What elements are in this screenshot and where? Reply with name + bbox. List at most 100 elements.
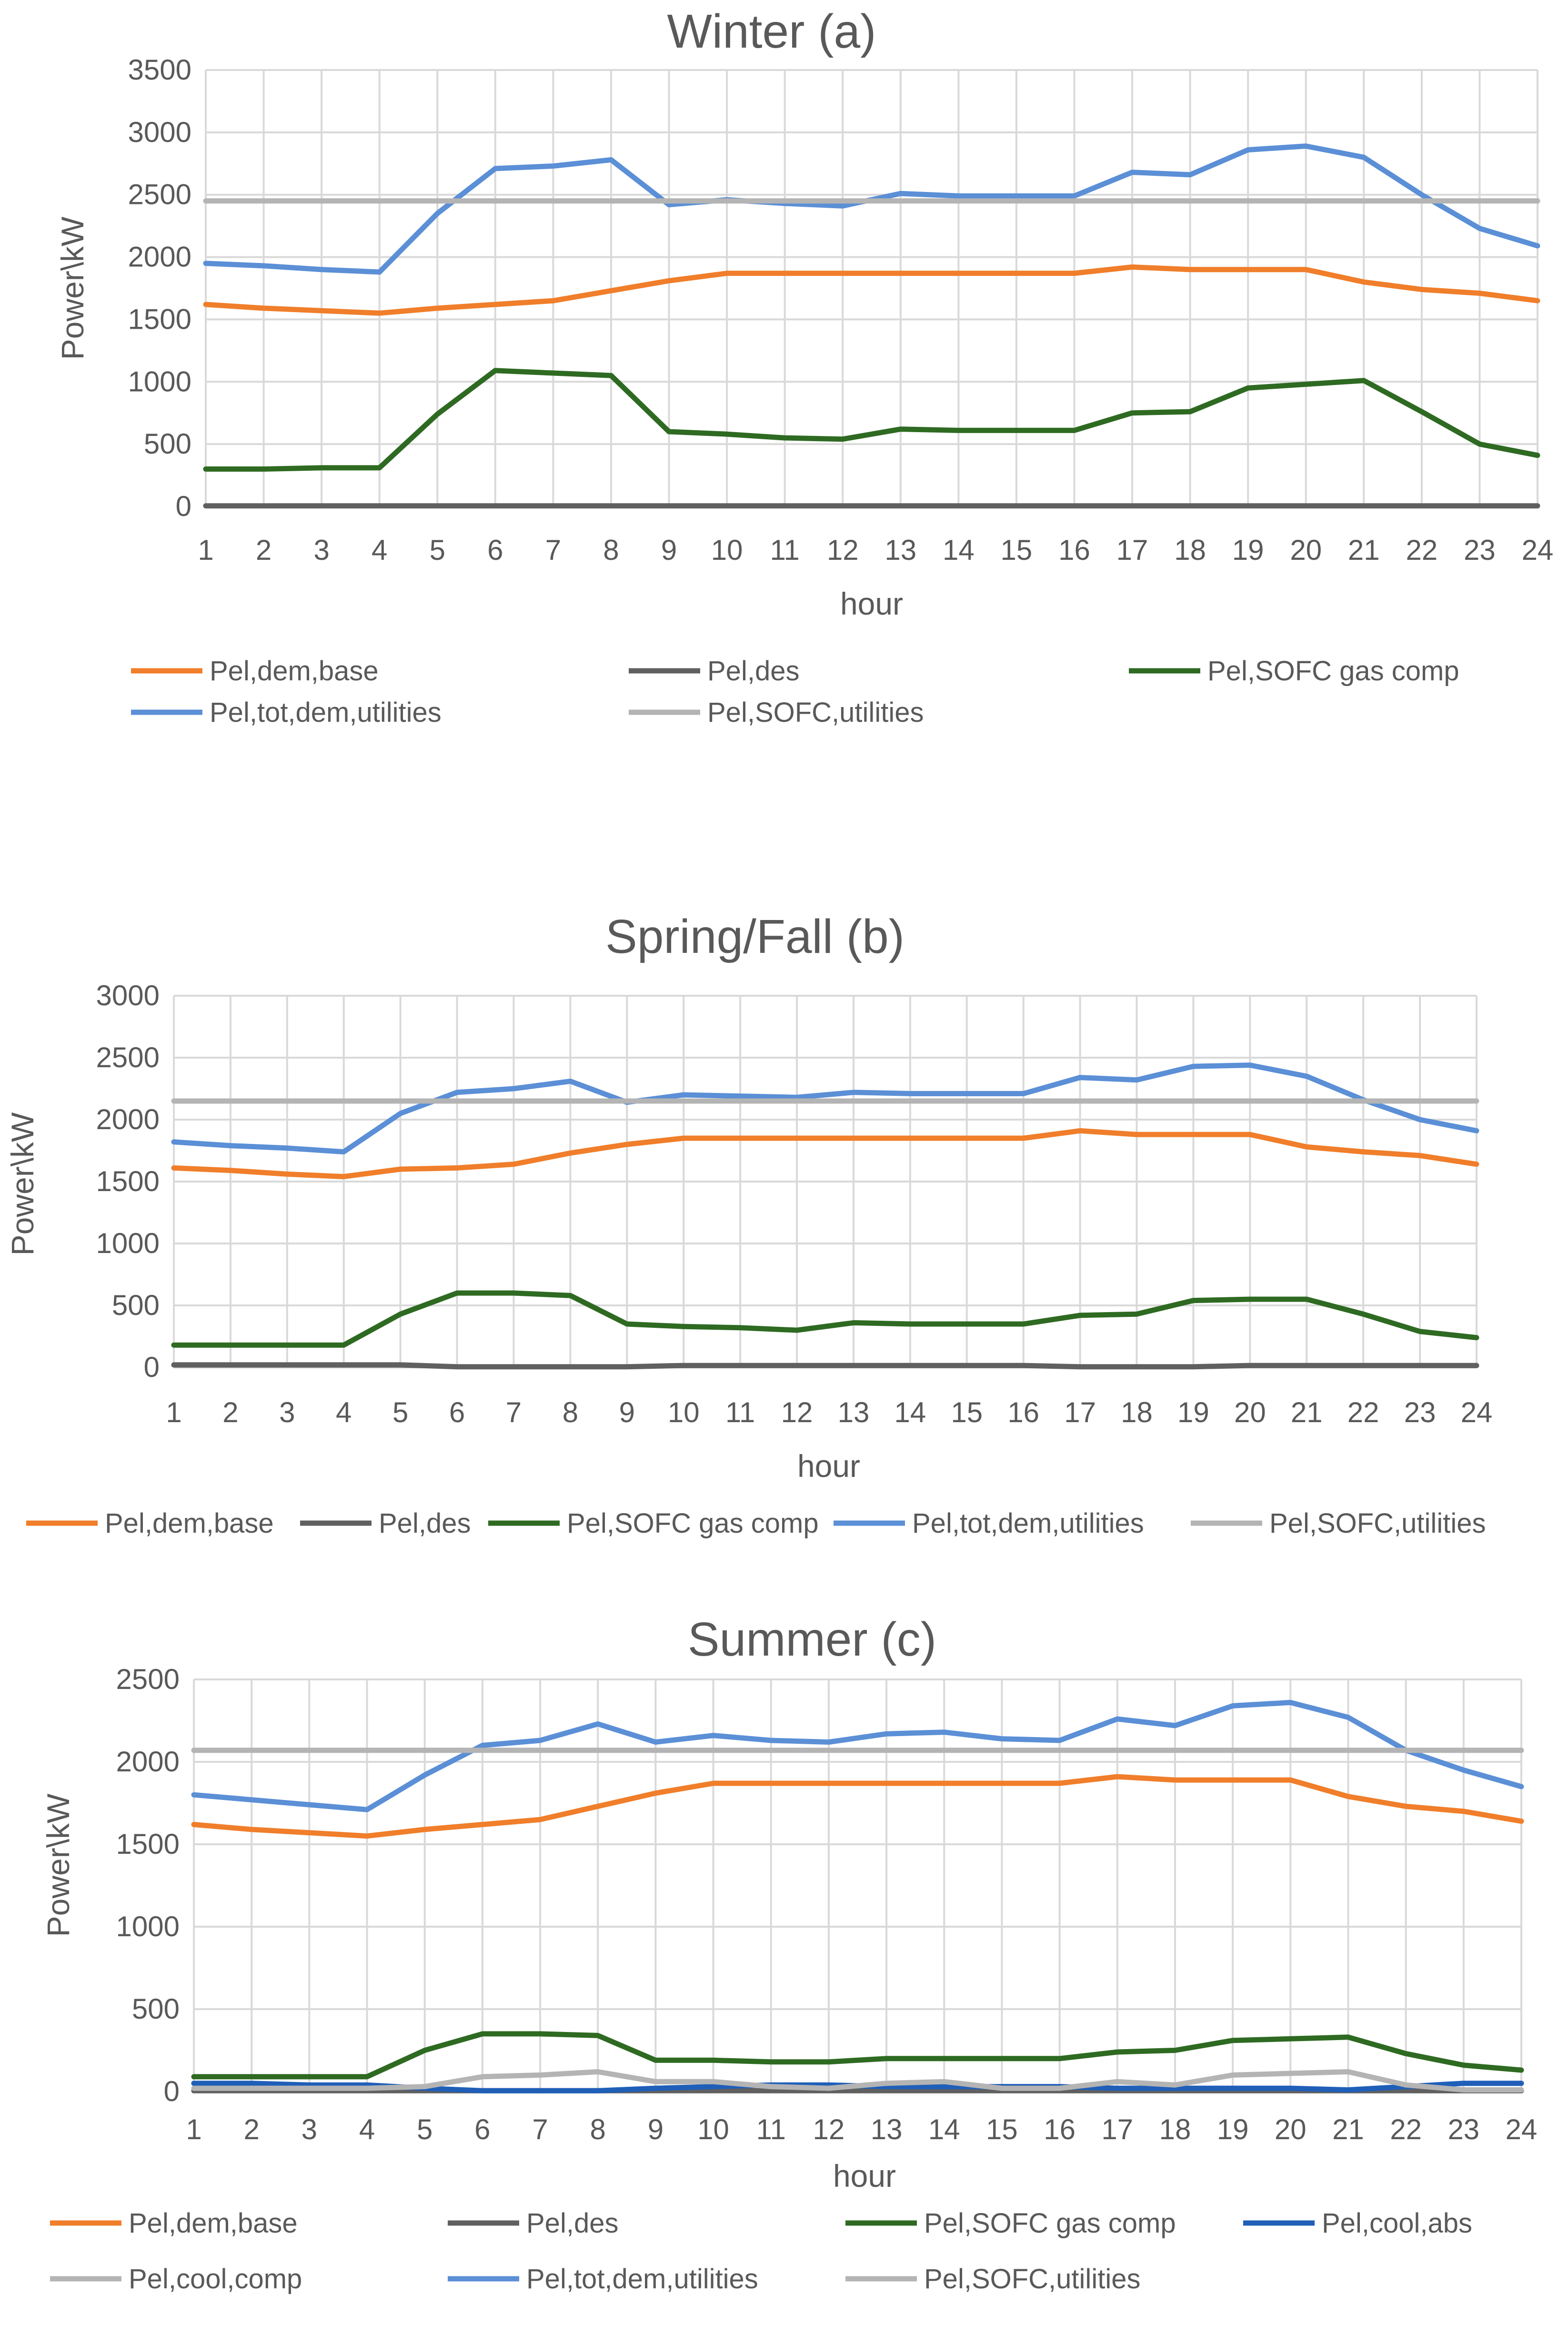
y-axis-label: Power\kW <box>55 216 90 360</box>
legend-label: Pel,dem,base <box>210 656 379 687</box>
x-tick-label: 14 <box>894 1396 926 1428</box>
x-tick-label: 12 <box>781 1396 813 1428</box>
x-tick-label: 17 <box>1101 2113 1133 2145</box>
y-tick-label: 2000 <box>96 1103 160 1135</box>
y-tick-label: 3500 <box>128 54 191 86</box>
x-tick-label: 23 <box>1447 2113 1479 2145</box>
x-tick-label: 11 <box>756 2113 786 2145</box>
x-tick-label: 1 <box>166 1396 181 1428</box>
y-tick-label: 2500 <box>128 179 191 211</box>
legend-label: Pel,dem,base <box>105 1508 274 1539</box>
x-tick-label: 19 <box>1177 1396 1209 1428</box>
y-tick-label: 2000 <box>128 241 191 273</box>
legend-label: Pel,SOFC gas comp <box>1207 656 1459 687</box>
x-tick-label: 4 <box>359 2113 375 2145</box>
x-tick-label: 15 <box>951 1396 983 1428</box>
x-tick-label: 17 <box>1064 1396 1096 1428</box>
legend-label: Pel,SOFC gas comp <box>567 1508 819 1539</box>
x-tick-label: 15 <box>1001 534 1033 566</box>
x-tick-label: 16 <box>1044 2113 1075 2145</box>
series-line-pel-tot-dem-utilities <box>171 1062 1479 1155</box>
x-tick-label: 7 <box>545 534 561 566</box>
x-tick-label: 20 <box>1234 1396 1266 1428</box>
series-line-pel-sofc-gas-comp <box>191 2031 1524 2080</box>
x-tick-label: 3 <box>302 2113 317 2145</box>
x-tick-label: 13 <box>838 1396 870 1428</box>
x-tick-label: 19 <box>1217 2113 1249 2145</box>
y-tick-label: 0 <box>144 1351 160 1383</box>
series-line-pel-cool-comp <box>191 2069 1524 2092</box>
y-tick-label: 2500 <box>116 1663 180 1695</box>
legend-label: Pel,des <box>379 1508 471 1539</box>
x-tick-label: 10 <box>697 2113 729 2145</box>
legend-label: Pel,SOFC,utilities <box>1269 1508 1486 1539</box>
x-tick-label: 12 <box>813 2113 845 2145</box>
x-tick-label: 24 <box>1522 534 1554 566</box>
legend-label: Pel,cool,comp <box>129 2264 302 2295</box>
x-tick-label: 20 <box>1275 2113 1307 2145</box>
panel-winter: Winter (a) Power\kW hour 1 2 3 4 5 6 7 8 9 10 11 12… <box>55 5 1553 728</box>
x-tick-label: 6 <box>474 2113 490 2145</box>
y-tick-label: 1500 <box>96 1165 160 1197</box>
y-tick-label: 3000 <box>128 116 191 148</box>
y-tick-label: 1000 <box>96 1227 160 1259</box>
x-tick-label: 12 <box>827 534 859 566</box>
x-tick-label: 6 <box>449 1396 465 1428</box>
x-tick-label: 16 <box>1007 1396 1039 1428</box>
x-tick-label: 22 <box>1390 2113 1422 2145</box>
x-tick-label: 24 <box>1506 2113 1538 2145</box>
legend-label: Pel,SOFC,utilities <box>707 697 924 728</box>
y-tick-label: 1000 <box>128 365 191 397</box>
x-tick-label: 19 <box>1232 534 1264 566</box>
x-tick-label: 5 <box>392 1396 408 1428</box>
y-tick-label: 3000 <box>96 980 160 1011</box>
y-axis-label: Power\kW <box>40 1793 76 1937</box>
series-line-pel-sofc-gas-comp <box>171 1290 1479 1348</box>
legend-label: Pel,des <box>526 2208 618 2239</box>
legend-label: Pel,dem,base <box>129 2208 298 2239</box>
x-tick-label: 4 <box>336 1396 352 1428</box>
x-tick-label: 23 <box>1464 534 1496 566</box>
x-tick-label: 4 <box>372 534 387 566</box>
x-tick-label: 15 <box>986 2113 1018 2145</box>
x-tick-label: 1 <box>198 534 213 566</box>
x-tick-label: 22 <box>1347 1396 1379 1428</box>
y-tick-label: 0 <box>176 490 191 522</box>
x-tick-label: 5 <box>417 2113 432 2145</box>
x-tick-label: 21 <box>1348 534 1380 566</box>
chart-title: Summer (c) <box>688 1613 936 1666</box>
x-tick-label: 11 <box>725 1396 755 1428</box>
y-tick-label: 500 <box>132 1993 180 2025</box>
x-tick-label: 9 <box>619 1396 635 1428</box>
x-tick-label: 2 <box>243 2113 259 2145</box>
x-tick-label: 7 <box>532 2113 548 2145</box>
y-tick-label: 500 <box>112 1289 160 1321</box>
x-tick-label: 24 <box>1461 1396 1493 1428</box>
x-tick-label: 14 <box>928 2113 960 2145</box>
x-tick-label: 1 <box>186 2113 201 2145</box>
x-tick-label: 5 <box>430 534 445 566</box>
chart-title: Spring/Fall (b) <box>605 910 905 963</box>
x-axis-label: hour <box>833 2158 896 2194</box>
x-tick-label: 13 <box>871 2113 903 2145</box>
legend-label: Pel,des <box>707 656 799 687</box>
x-tick-label: 18 <box>1174 534 1206 566</box>
x-tick-label: 7 <box>506 1396 522 1428</box>
series-line-pel-sofc-gas-comp <box>203 368 1540 472</box>
legend-label: Pel,cool,abs <box>1322 2208 1472 2239</box>
y-axis-label: Power\kW <box>5 1112 40 1255</box>
x-tick-label: 18 <box>1121 1396 1153 1428</box>
x-axis-label: hour <box>797 1448 860 1484</box>
y-tick-label: 2500 <box>96 1041 160 1073</box>
x-tick-label: 8 <box>603 534 619 566</box>
legend-label: Pel,SOFC,utilities <box>924 2264 1140 2295</box>
x-tick-label: 8 <box>563 1396 578 1428</box>
legend-label: Pel,tot,dem,utilities <box>912 1508 1144 1539</box>
y-tick-label: 1000 <box>116 1911 180 1942</box>
x-tick-label: 17 <box>1116 534 1148 566</box>
series-line-pel-des <box>171 1362 1479 1370</box>
x-tick-label: 9 <box>648 2113 663 2145</box>
x-tick-label: 20 <box>1290 534 1322 566</box>
